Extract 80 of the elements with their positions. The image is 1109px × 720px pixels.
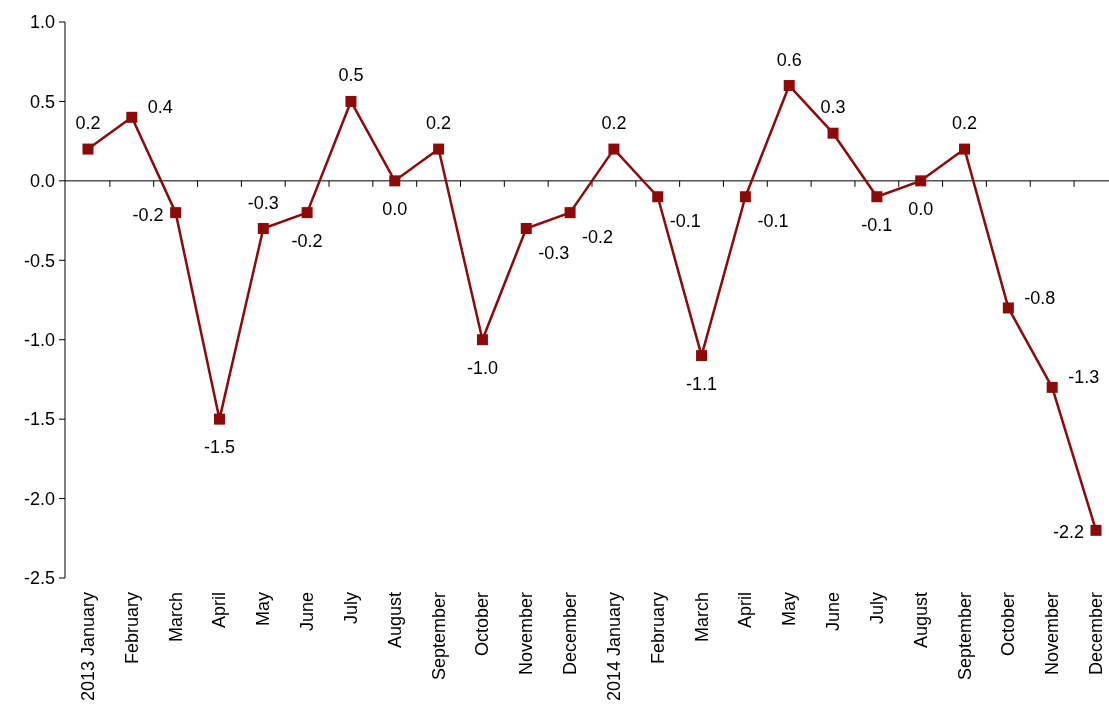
x-tick-label: June [297,592,318,632]
x-tick-label: 2014 January [603,592,624,702]
x-tick-label: April [209,592,230,629]
point [827,127,839,139]
data-label: -0.2 [582,226,614,247]
y-tick-label: -2.0 [23,488,55,509]
data-label: 0.4 [147,97,173,118]
data-label: 0.2 [75,113,101,134]
point [257,223,269,235]
data-label: -0.1 [669,210,701,231]
point [739,191,751,203]
point [170,207,182,219]
x-tick-label: October [472,592,493,657]
data-label: -0.2 [132,204,164,225]
point [1090,524,1102,536]
data-label: 0.2 [601,113,627,134]
x-tick-label: July [866,592,887,625]
data-label: -1.1 [686,373,718,394]
x-tick-label: June [823,592,844,632]
point [345,95,357,107]
point [871,191,883,203]
data-label: -1.0 [466,357,498,378]
x-tick-label: March [691,592,712,643]
x-tick-label: September [428,592,449,681]
point [476,334,488,346]
x-tick-label: 2013 January [78,592,98,702]
point [652,191,664,203]
point [915,175,927,187]
x-tick-label: March [165,592,186,643]
y-tick-label: -1.5 [23,409,55,430]
data-label: -0.3 [247,192,279,213]
data-label: -2.2 [1052,522,1084,543]
y-tick-label: -1.0 [23,330,55,351]
point [301,207,313,219]
point [82,143,94,155]
x-tick-label: December [1086,592,1106,676]
data-label: -0.1 [861,214,893,235]
y-tick-label: 0.5 [29,91,55,112]
x-tick-label: February [121,592,142,665]
point [959,143,971,155]
data-label: 0.0 [908,198,934,219]
data-label: 0.2 [952,113,978,134]
data-label: 0.0 [382,198,408,219]
y-tick-label: -2.5 [23,568,55,589]
point [213,413,225,425]
point [389,175,401,187]
x-tick-label: August [910,592,931,649]
point [126,111,138,123]
y-tick-label: 0.0 [29,171,55,192]
x-tick-label: December [560,592,581,676]
y-tick-label: -0.5 [23,250,55,271]
data-label: -0.3 [538,242,570,263]
point [1002,302,1014,314]
point [564,207,576,219]
x-tick-label: November [1042,592,1063,676]
x-tick-label: February [647,592,668,665]
x-tick-label: November [516,592,537,676]
data-label: 0.5 [338,65,364,86]
point [1046,381,1058,393]
x-tick-label: May [779,592,800,627]
data-label: 0.6 [776,49,802,70]
x-tick-label: April [735,592,756,629]
point [520,223,532,235]
x-tick-label: August [384,592,405,649]
data-label: -1.5 [203,437,235,458]
data-label: -0.8 [1024,287,1056,308]
point [783,80,795,92]
point [696,350,708,362]
data-label: -0.2 [291,230,323,251]
point [608,143,620,155]
x-tick-label: October [998,592,1019,657]
data-label: 0.3 [820,97,846,118]
data-label: -0.1 [757,210,789,231]
x-tick-label: July [340,592,361,625]
x-tick-label: September [954,592,975,681]
data-label: -1.3 [1068,367,1100,388]
x-tick-label: May [253,592,274,627]
data-label: 0.2 [426,113,452,134]
y-tick-label: 1.0 [29,12,55,33]
point [433,143,445,155]
